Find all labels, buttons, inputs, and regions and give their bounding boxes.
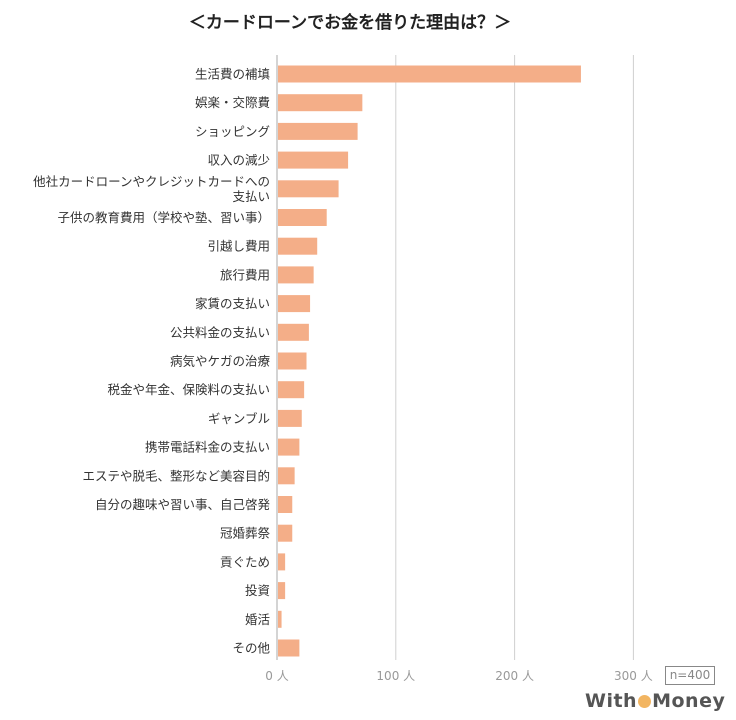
bar — [278, 295, 311, 313]
category-label: 家賃の支払い — [195, 296, 270, 311]
category-label: ショッピング — [195, 124, 270, 139]
category-label: 娯楽・交際費 — [195, 95, 270, 110]
category-label: 引越し費用 — [207, 239, 270, 254]
category-label: 自分の趣味や習い事、自己啓発 — [95, 497, 271, 512]
bar — [278, 524, 293, 542]
x-tick-label: 0 人 — [265, 669, 288, 683]
bar — [278, 180, 339, 198]
bar — [278, 438, 300, 456]
bar — [278, 639, 300, 657]
category-label: 公共料金の支払い — [170, 325, 270, 340]
bar — [278, 496, 293, 513]
bar — [278, 237, 318, 255]
category-label: ギャンブル — [208, 411, 270, 426]
category-label: 投資 — [245, 583, 270, 598]
bar — [278, 610, 282, 628]
category-label: 病気やケガの治療 — [170, 354, 271, 369]
bar — [278, 122, 358, 140]
category-label: エステや脱毛、整形など美容目的 — [82, 468, 270, 483]
bar — [278, 582, 286, 600]
bar — [278, 323, 309, 341]
bar — [278, 381, 305, 399]
category-label: 他社カードローンやクレジットカードへの支払い — [33, 174, 270, 204]
withmoney-logo: With Money — [585, 690, 726, 712]
bar — [278, 352, 307, 370]
category-label: 収入の減少 — [207, 153, 270, 168]
bar — [278, 266, 314, 284]
category-label: 税金や年金、保険料の支払い — [107, 382, 270, 397]
bar — [278, 409, 302, 427]
category-label: 旅行費用 — [220, 267, 270, 282]
bar — [278, 209, 327, 226]
bar — [278, 467, 295, 485]
x-tick-label: 100 人 — [376, 669, 415, 683]
x-tick-label: 200 人 — [495, 669, 534, 683]
category-label: 婚活 — [245, 612, 270, 627]
coin-icon — [638, 695, 652, 708]
category-label: その他 — [232, 641, 270, 656]
chart-title: ＜カードローンでお金を借りた理由は？＞ — [188, 13, 512, 33]
category-label: 生活費の補填 — [195, 67, 270, 82]
bar — [278, 151, 349, 169]
bar — [278, 553, 286, 571]
category-label: 冠婚葬祭 — [220, 526, 271, 541]
category-label: 子供の教育費用（学校や塾、習い事） — [57, 210, 270, 225]
sample-size-annotation: n=400 — [665, 666, 715, 685]
bar — [278, 94, 363, 112]
category-label: 携帯電話料金の支払い — [145, 440, 270, 455]
x-tick-label: 300 人 — [614, 669, 653, 683]
category-label: 貢ぐため — [220, 554, 270, 569]
bar — [278, 65, 581, 83]
